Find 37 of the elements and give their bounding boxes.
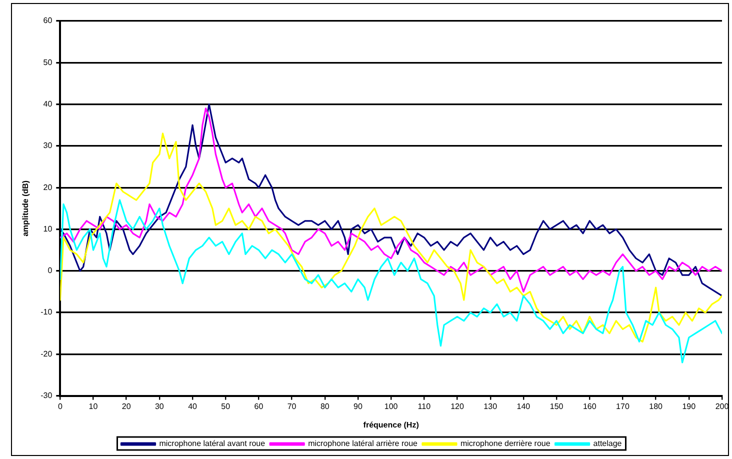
x-tick-label: 180 — [649, 402, 664, 411]
y-tick-label: -20 — [40, 349, 53, 358]
x-tick-label: 90 — [354, 402, 363, 411]
y-tick-label: 50 — [43, 58, 53, 67]
legend-label: microphone latéral arrière roue — [308, 439, 418, 448]
y-axis-title: amplitude (dB) — [21, 180, 30, 236]
x-tick-label: 200 — [715, 402, 730, 411]
y-tick-label: 10 — [43, 224, 53, 234]
x-axis-title: fréquence (Hz) — [363, 420, 420, 430]
legend-label: attelage — [593, 439, 622, 448]
x-tick-label: 160 — [582, 402, 597, 411]
x-tick-label: 190 — [682, 402, 696, 411]
x-tick-label: 150 — [550, 402, 564, 411]
x-tick-label: 50 — [221, 402, 231, 411]
x-tick-label: 40 — [188, 402, 198, 411]
x-tick-label: 140 — [516, 402, 531, 411]
x-tick-label: 70 — [287, 402, 297, 411]
y-tick-label: 60 — [43, 16, 53, 26]
x-tick-label: 120 — [450, 402, 464, 411]
x-tick-label: 0 — [58, 402, 63, 411]
x-tick-label: 10 — [88, 402, 98, 411]
y-tick-label: -30 — [40, 391, 53, 400]
y-tick-label: 40 — [43, 99, 53, 108]
y-tick-label: 0 — [48, 266, 53, 276]
x-tick-label: 20 — [122, 402, 132, 411]
legend-label: microphone latéral avant roue — [159, 439, 266, 448]
legend-label: microphone derrière roue — [460, 439, 551, 448]
y-tick-label: 30 — [43, 141, 53, 150]
y-tick-label: 20 — [43, 182, 53, 192]
x-tick-label: 110 — [418, 402, 432, 411]
y-tick-label: -10 — [40, 308, 53, 317]
x-tick-label: 60 — [254, 402, 264, 411]
x-tick-label: 130 — [484, 402, 498, 411]
x-tick-label: 30 — [154, 402, 164, 411]
x-tick-label: 80 — [320, 402, 330, 411]
x-tick-label: 100 — [384, 402, 398, 411]
x-tick-label: 170 — [616, 402, 630, 411]
